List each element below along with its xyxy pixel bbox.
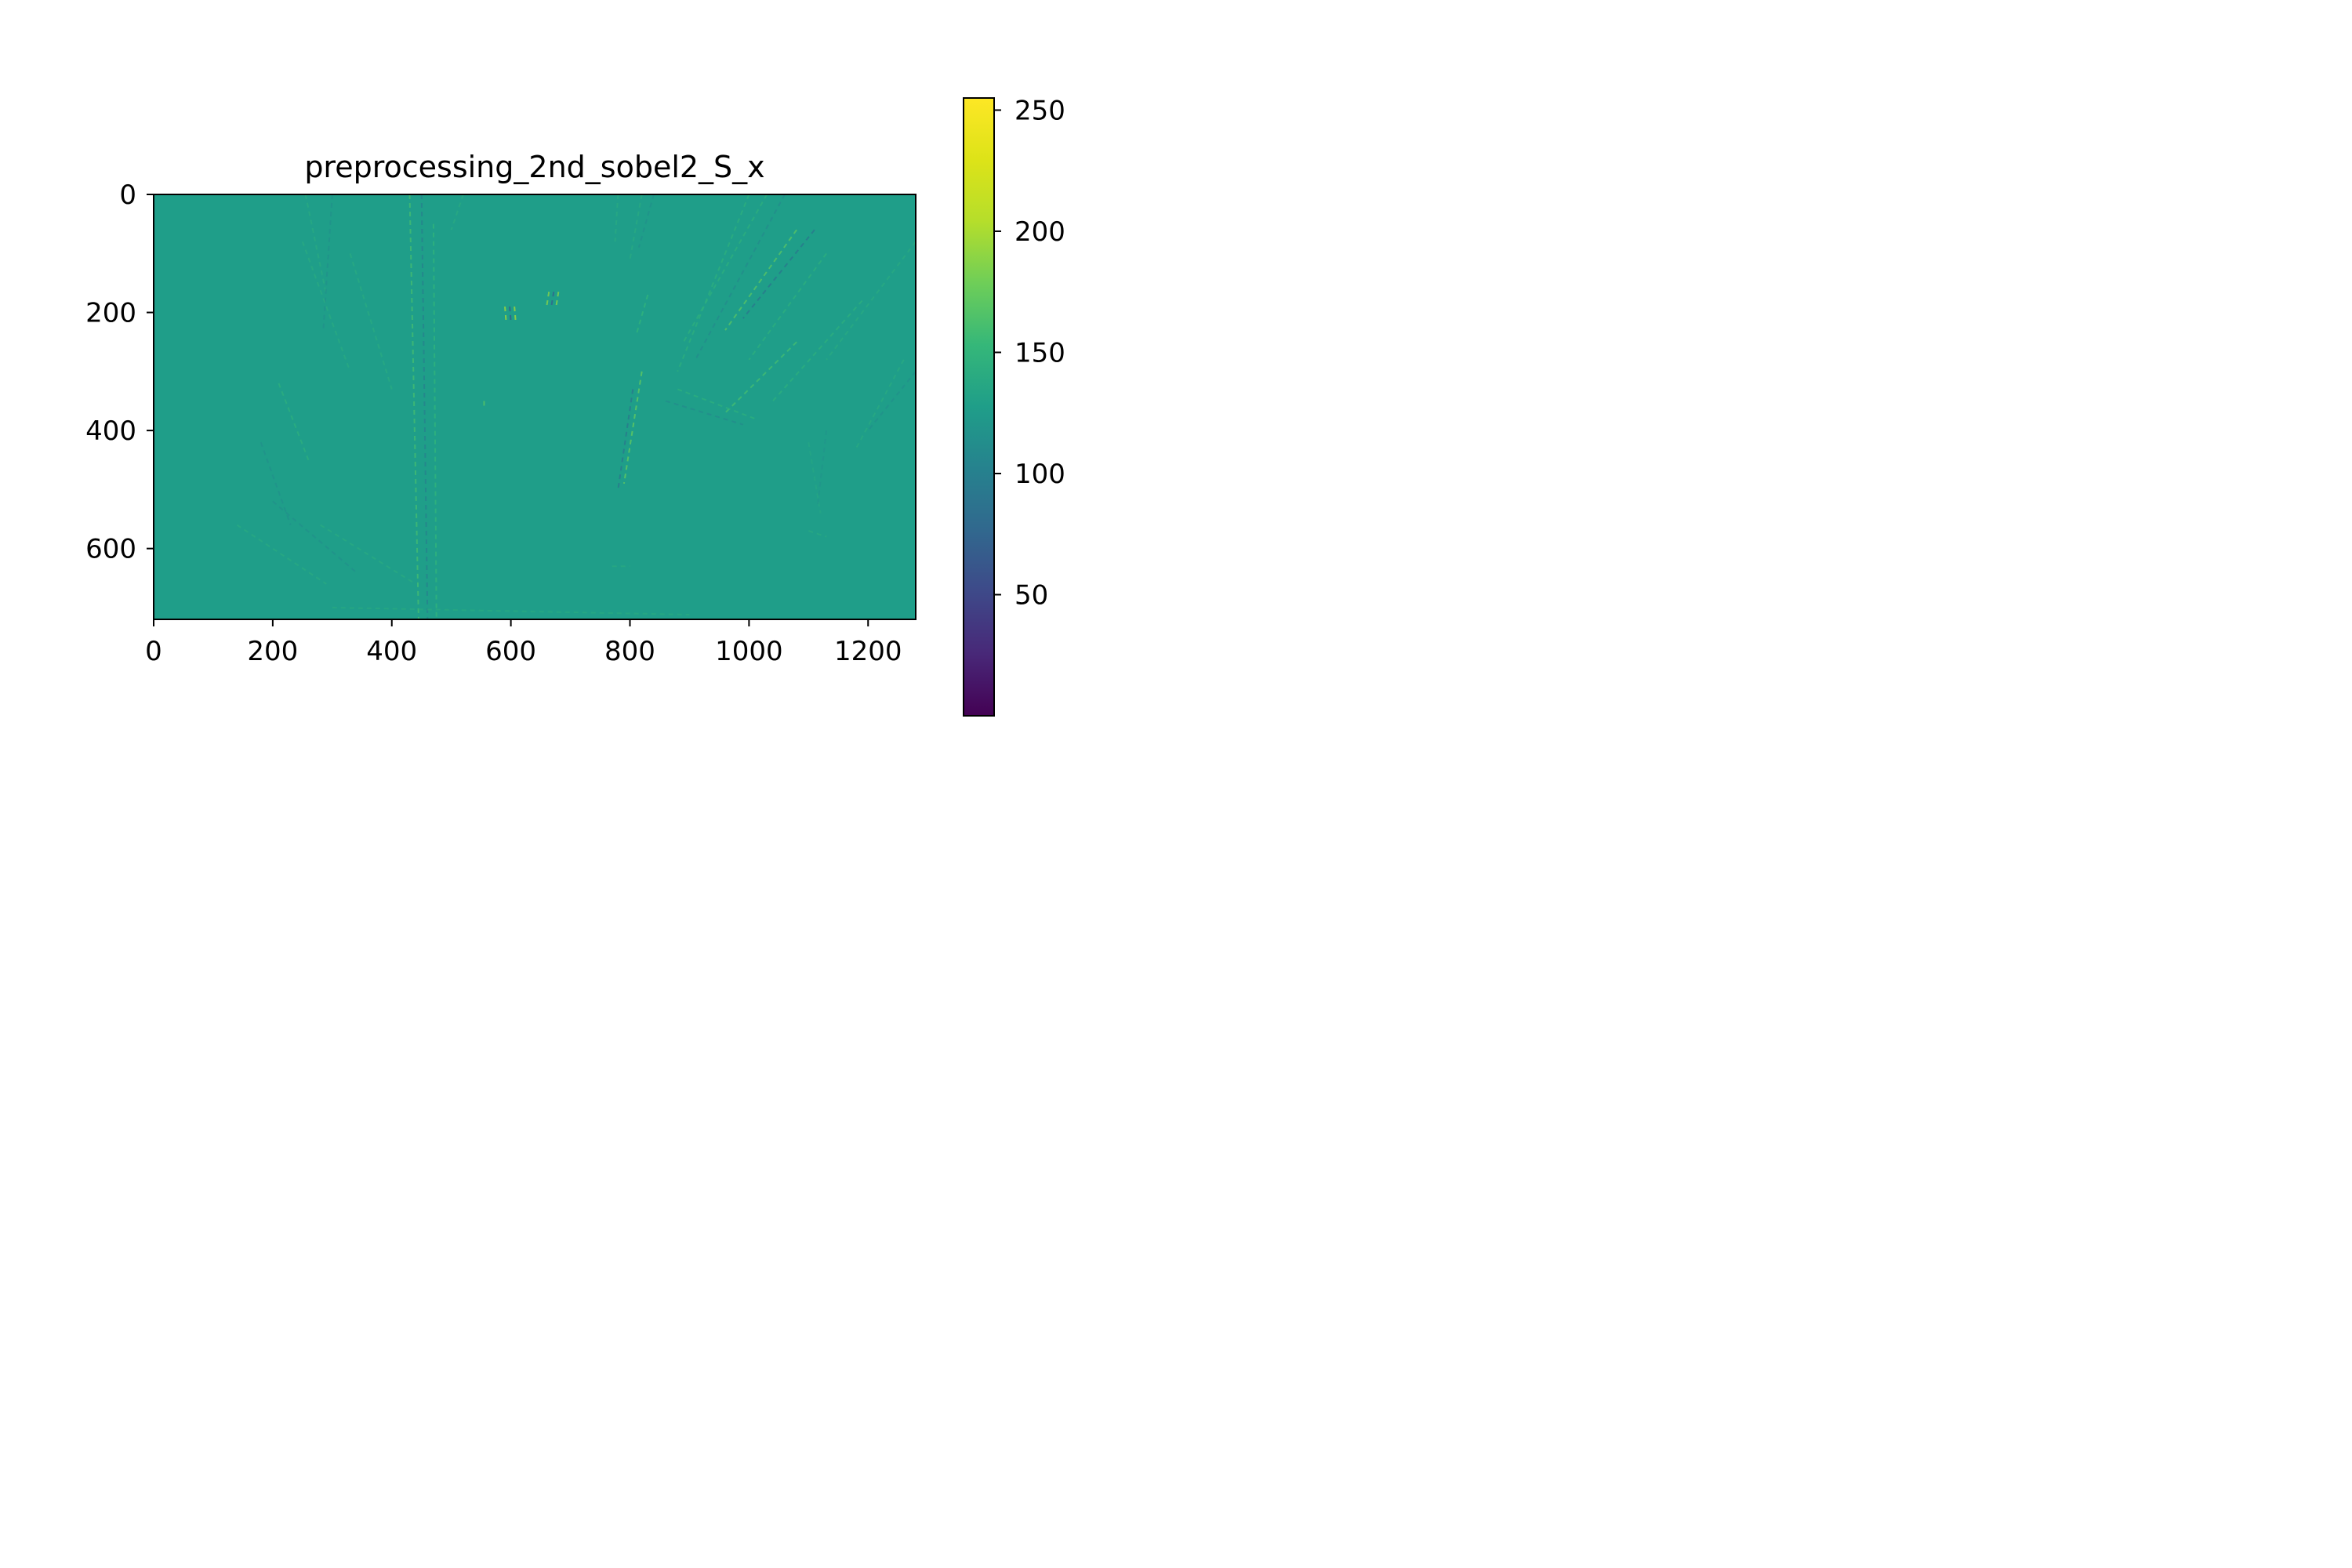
y-tick-label-200: 200: [85, 298, 136, 329]
edge-segment-9: [260, 441, 292, 525]
y-axis: 0 200 400 600: [85, 180, 154, 565]
edge-segment-39: [808, 442, 822, 514]
edge-segment-43: [332, 606, 690, 615]
x-tick-label-600: 600: [485, 636, 536, 667]
edge-segment-6: [450, 194, 464, 230]
edge-segment-12: [320, 524, 416, 585]
colorbar-gradient: [963, 97, 995, 717]
edge-segment-10: [236, 524, 327, 585]
colorbar-tick-label-250: 250: [1014, 95, 1065, 126]
plot-frame: [153, 194, 916, 620]
edge-segment-16: [546, 292, 550, 307]
edge-segment-14: [509, 306, 512, 321]
edge-segment-28: [677, 194, 750, 372]
x-tick-label-1200: 1200: [834, 636, 902, 667]
edge-segment-7: [349, 252, 393, 390]
heatmap-background: [154, 194, 916, 619]
colorbar-tick-label-150: 150: [1014, 337, 1065, 368]
edge-segment-27: [695, 194, 786, 361]
edge-segment-24: [622, 371, 643, 485]
edge-segment-21: [629, 194, 643, 260]
edge-segment-3: [408, 194, 419, 619]
edge-segment-18: [555, 292, 560, 307]
edge-segment-1: [322, 194, 333, 331]
edge-segment-31: [748, 252, 827, 361]
edge-segment-41: [808, 530, 827, 538]
figure: preprocessing_2nd_sobel2_S_x 0 200 400 600 8…: [85, 95, 1065, 717]
edge-segment-5: [432, 223, 437, 619]
edge-segment-13: [504, 306, 507, 321]
edge-segment-4: [420, 194, 429, 619]
edge-segment-17: [550, 292, 555, 307]
x-tick-label-800: 800: [604, 636, 655, 667]
edge-segment-2: [301, 241, 351, 372]
colorbar-tick-label-200: 200: [1014, 216, 1065, 248]
y-tick-label-400: 400: [85, 416, 136, 447]
edge-segment-40: [816, 430, 828, 508]
chart-title: preprocessing_2nd_sobel2_S_x: [304, 150, 764, 184]
edge-segment-30: [742, 229, 815, 319]
edge-segment-11: [272, 500, 357, 573]
x-tick-label-0: 0: [145, 636, 162, 667]
edge-segment-22: [637, 194, 655, 249]
edge-segment-32: [826, 241, 916, 361]
x-axis: 0 200 400 600 800 1000 1200: [145, 619, 902, 667]
colorbar-tick-label-50: 50: [1014, 579, 1048, 611]
edge-segment-15: [514, 306, 517, 321]
colorbar: 50 100 150 200 250: [963, 95, 1065, 717]
x-tick-label-400: 400: [366, 636, 417, 667]
edge-segment-26: [682, 194, 768, 343]
y-tick-label-600: 600: [85, 534, 136, 565]
y-tick-label-0: 0: [119, 180, 136, 211]
edge-segment-23: [635, 294, 649, 336]
edge-segment-35: [677, 388, 756, 419]
heatmap-plot: [153, 194, 916, 620]
edge-segment-38: [867, 371, 916, 431]
x-tick-label-1000: 1000: [715, 636, 783, 667]
colorbar-tick-label-100: 100: [1014, 459, 1065, 490]
x-tick-label-200: 200: [247, 636, 298, 667]
edge-segment-29: [724, 229, 797, 331]
